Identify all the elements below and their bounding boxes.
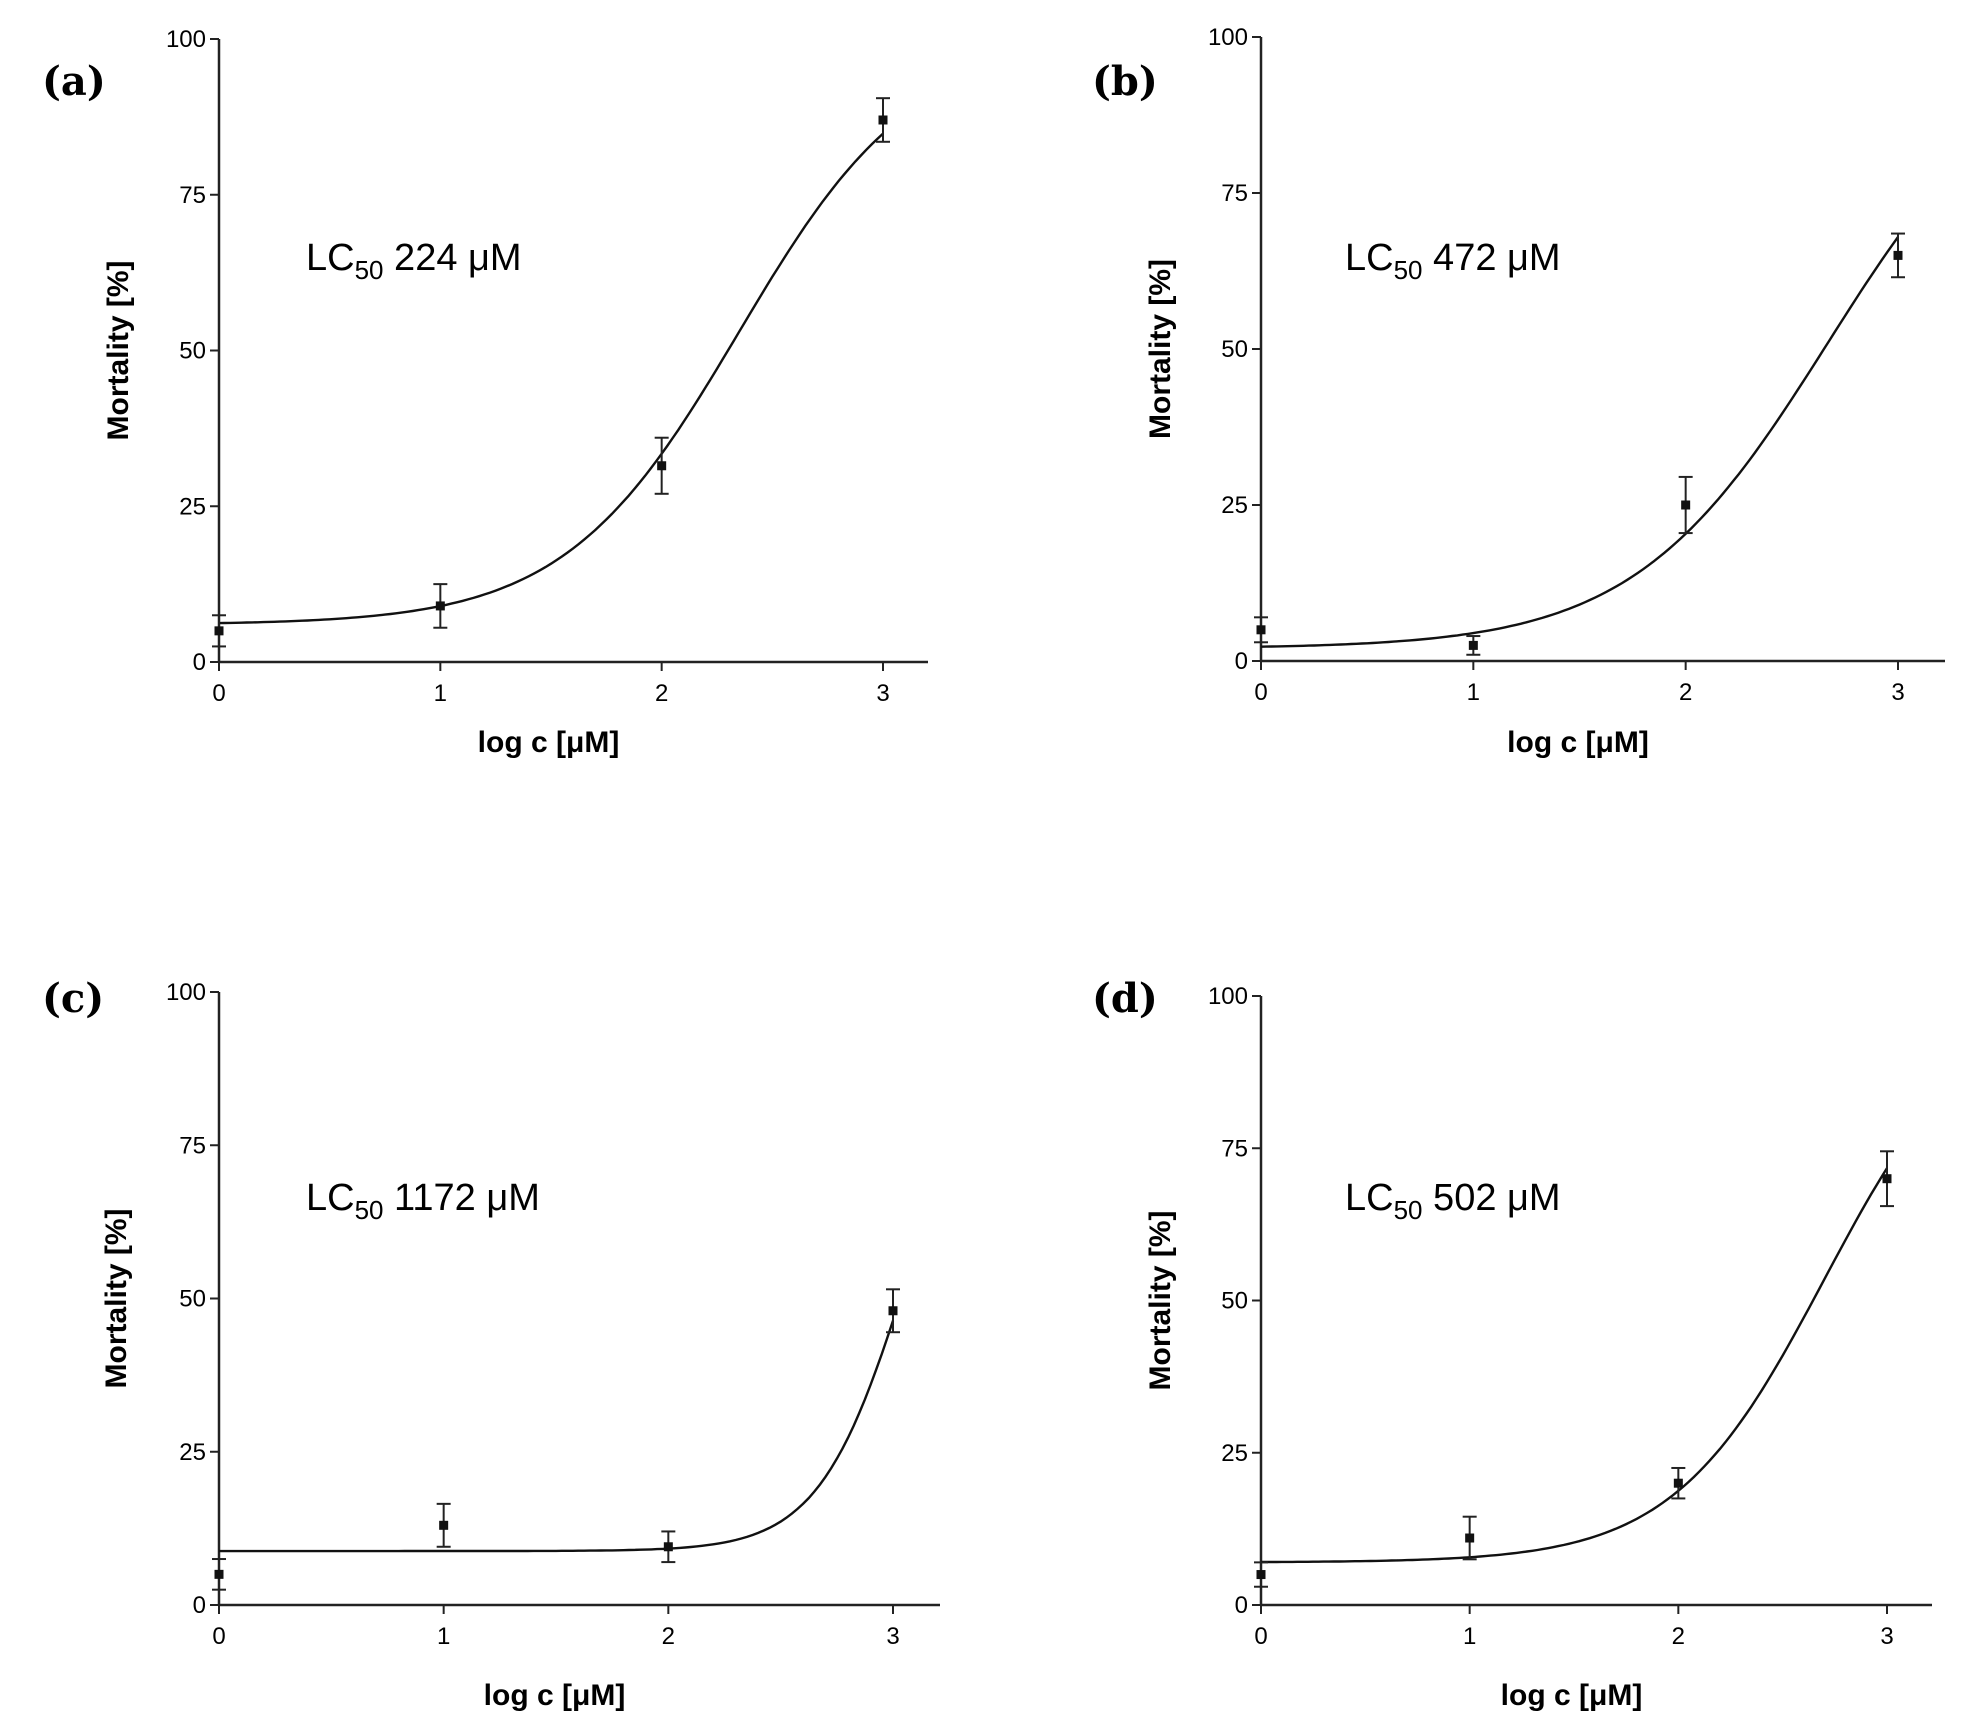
x-tick-label: 1 (437, 1623, 450, 1650)
y-tick-label: 0 (193, 1592, 206, 1619)
data-point (878, 115, 888, 125)
y-tick-label: 50 (179, 338, 206, 365)
x-tick-label: 0 (212, 680, 225, 707)
data-point (1468, 640, 1478, 650)
data-point (1465, 1533, 1475, 1543)
lc50-subscript: 50 (1394, 1195, 1423, 1225)
data-point (657, 461, 667, 471)
x-axis-title: log c [μM] (1507, 726, 1649, 759)
fit-curve (1260, 236, 1899, 648)
lc50-annotation: LC50 472 μM (1345, 237, 1561, 285)
y-tick-label: 75 (179, 1132, 206, 1159)
data-point (435, 601, 445, 611)
x-axis-title: log c [μM] (478, 726, 620, 759)
y-tick-label: 50 (1221, 336, 1248, 363)
chart-panel-1: (a) 0 25 50 75 100 0 1 2 3 log c [μM] Mortality [%]… (42, 26, 928, 759)
y-tick-label: 75 (1221, 1135, 1248, 1162)
x-tick-label: 0 (1254, 679, 1267, 706)
x-tick-label: 2 (662, 1623, 675, 1650)
data-point (1882, 1174, 1892, 1184)
y-tick-label: 100 (1208, 24, 1248, 51)
x-tick-label: 1 (1467, 679, 1480, 706)
data-point (888, 1306, 898, 1316)
x-axis-title: log c [μM] (1501, 1679, 1643, 1712)
y-tick-label: 100 (166, 26, 206, 53)
x-tick-label: 2 (1679, 679, 1692, 706)
y-tick-label: 25 (179, 493, 206, 520)
lc50-value: 1172 μM (384, 1177, 540, 1219)
data-point (1681, 500, 1691, 510)
panel-label: (d) (1092, 975, 1158, 1022)
lc50-subscript: 50 (355, 1195, 384, 1225)
lc50-subscript: 50 (1394, 255, 1423, 285)
y-tick-label: 25 (1221, 492, 1248, 519)
x-tick-label: 0 (212, 1623, 225, 1650)
lc50-value: 472 μM (1423, 237, 1561, 279)
fit-curve (219, 1320, 895, 1553)
y-tick-label: 100 (1208, 983, 1248, 1010)
y-tick-label: 0 (1235, 1592, 1248, 1619)
x-tick-label: 3 (886, 1623, 899, 1650)
lc50-value: 224 μM (384, 237, 522, 279)
panel-label: (a) (42, 58, 106, 105)
chart-panel-3: (c) 0 25 50 75 100 0 1 2 3 log c [μM] Mortality [%]… (42, 975, 940, 1712)
y-tick-label: 0 (1235, 648, 1248, 675)
x-tick-label: 3 (1880, 1623, 1893, 1650)
lc50-subscript: 50 (355, 255, 384, 285)
panel-label: (b) (1092, 58, 1158, 105)
lc50-annotation: LC50 1172 μM (306, 1177, 540, 1225)
data-point (439, 1520, 449, 1530)
y-axis-title: Mortality [%] (102, 261, 135, 441)
data-point (1673, 1478, 1683, 1488)
y-tick-label: 100 (166, 979, 206, 1006)
lc50-prefix: LC (1345, 1177, 1394, 1219)
lc50-prefix: LC (306, 237, 355, 279)
x-tick-label: 2 (1672, 1623, 1685, 1650)
lc50-prefix: LC (306, 1177, 355, 1219)
fit-curve (1261, 1167, 1889, 1564)
x-axis-title: log c [μM] (484, 1679, 626, 1712)
chart-panel-2: (b) 0 25 50 75 100 0 1 2 3 log c [μM] Mortality [%]… (1092, 24, 1945, 759)
x-tick-label: 2 (655, 680, 668, 707)
lc50-annotation: LC50 224 μM (306, 237, 522, 285)
y-tick-label: 50 (179, 1286, 206, 1313)
x-tick-label: 1 (1463, 1623, 1476, 1650)
y-tick-label: 0 (193, 649, 206, 676)
data-point (214, 1569, 224, 1579)
lc50-prefix: LC (1345, 237, 1394, 279)
y-tick-label: 75 (1221, 180, 1248, 207)
data-point (1893, 250, 1903, 260)
x-tick-label: 0 (1254, 1623, 1267, 1650)
panel-label: (c) (42, 975, 104, 1022)
y-axis-title: Mortality [%] (100, 1209, 133, 1389)
y-tick-label: 25 (1221, 1440, 1248, 1467)
y-axis-title: Mortality [%] (1144, 1211, 1177, 1391)
chart-panel-4: (d) 0 25 50 75 100 0 1 2 3 log c [μM] Mortality [%]… (1092, 975, 1932, 1712)
x-tick-label: 1 (434, 680, 447, 707)
lc50-annotation: LC50 502 μM (1345, 1177, 1561, 1225)
data-point (663, 1542, 673, 1552)
y-tick-label: 50 (1221, 1288, 1248, 1315)
data-point (1256, 1570, 1266, 1580)
y-tick-label: 25 (179, 1439, 206, 1466)
lc50-value: 502 μM (1423, 1177, 1561, 1219)
fit-curve (218, 132, 884, 625)
y-tick-label: 75 (179, 182, 206, 209)
x-tick-label: 3 (876, 680, 889, 707)
y-axis-title: Mortality [%] (1144, 259, 1177, 439)
data-point (214, 626, 224, 636)
data-point (1256, 625, 1266, 635)
x-tick-label: 3 (1891, 679, 1904, 706)
